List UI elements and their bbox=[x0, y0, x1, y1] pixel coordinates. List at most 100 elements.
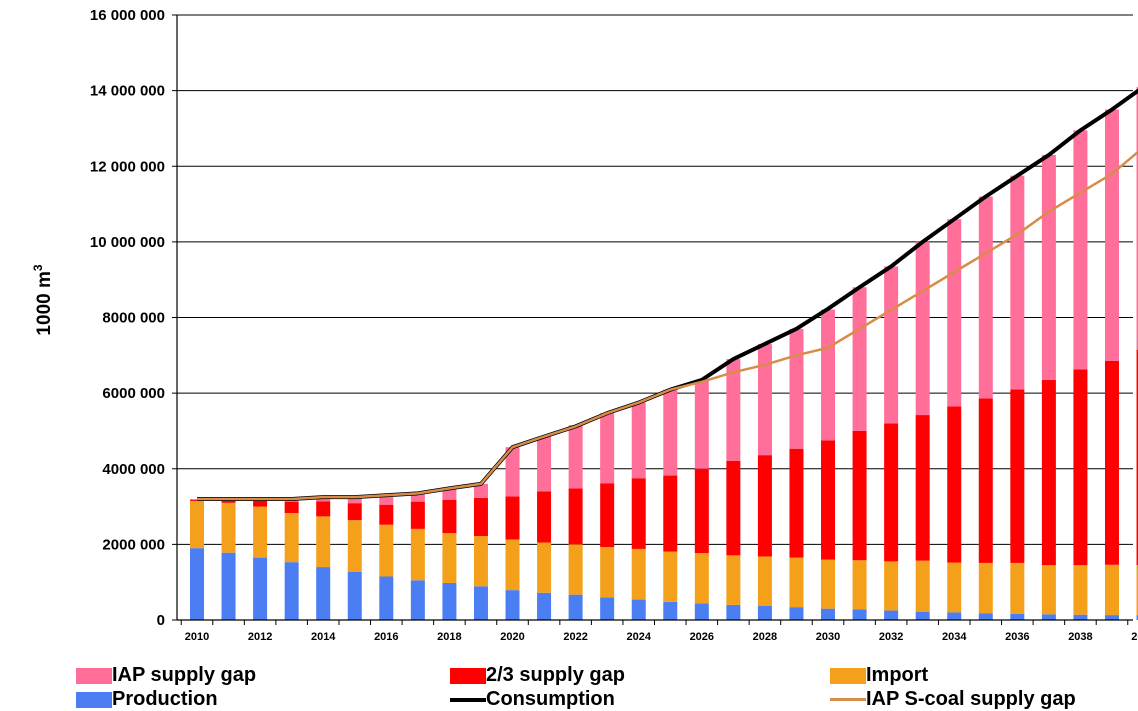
x-tick-label: 2036 bbox=[1005, 631, 1029, 643]
bar-import-2014 bbox=[316, 516, 331, 568]
bar-iap-supply-gap-2014 bbox=[316, 497, 331, 502]
bar-production-2010 bbox=[190, 548, 204, 620]
bar-2-3-supply-gap-2021 bbox=[537, 491, 552, 543]
bar-2-3-supply-gap-2018 bbox=[442, 499, 457, 534]
legend-item-iap-s-coal-supply-gap: IAP S-coal supply gap bbox=[830, 688, 1076, 711]
bar-2-3-supply-gap-2033 bbox=[915, 415, 930, 561]
bar-iap-supply-gap-2022 bbox=[568, 425, 583, 489]
bar-import-2040 bbox=[1136, 565, 1138, 616]
bar-2-3-supply-gap-2038 bbox=[1073, 369, 1088, 566]
bar-production-2038 bbox=[1073, 614, 1088, 620]
bar-production-2019 bbox=[473, 586, 488, 620]
x-tick-label: 2016 bbox=[374, 631, 398, 643]
legend-item-two-thirds-supply-gap: 2/3 supply gap bbox=[450, 664, 625, 687]
bar-iap-supply-gap-2039 bbox=[1104, 109, 1119, 361]
bar-production-2015 bbox=[347, 571, 362, 620]
bar-import-2032 bbox=[884, 561, 899, 611]
legend-line-iap-s-coal-supply-gap bbox=[830, 698, 866, 701]
bar-import-2036 bbox=[1010, 562, 1025, 614]
bar-2-3-supply-gap-2030 bbox=[821, 440, 836, 560]
bar-import-2025 bbox=[663, 551, 678, 602]
x-tick-label: 2018 bbox=[437, 631, 461, 643]
bar-production-2037 bbox=[1041, 614, 1056, 620]
x-tick-label: 2040 bbox=[1131, 631, 1138, 643]
bar-import-2028 bbox=[757, 556, 772, 607]
bar-import-2011 bbox=[221, 502, 236, 553]
line-iap-s-coal-supply-gap bbox=[197, 150, 1138, 501]
bar-2-3-supply-gap-2027 bbox=[726, 460, 741, 556]
bar-import-2021 bbox=[537, 542, 552, 593]
y-tick-label: 10 000 000 bbox=[90, 234, 165, 251]
y-tick-label: 16 000 000 bbox=[90, 7, 165, 24]
bar-production-2016 bbox=[379, 576, 394, 620]
bar-2-3-supply-gap-2012 bbox=[253, 500, 268, 507]
bar-import-2033 bbox=[915, 560, 930, 612]
bar-iap-supply-gap-2017 bbox=[410, 494, 425, 502]
legend-label-iap-s-coal-supply-gap: IAP S-coal supply gap bbox=[866, 688, 1076, 710]
legend-item-import: Import bbox=[830, 664, 928, 687]
bar-iap-supply-gap-2015 bbox=[347, 497, 362, 504]
bar-2-3-supply-gap-2016 bbox=[379, 504, 394, 525]
x-tick-labels: 2010 2012 2014 2016 2018 2020 2022 2024 2026 2028… bbox=[185, 631, 1138, 643]
y-tick-label: 8000 000 bbox=[102, 310, 165, 327]
bar-production-2036 bbox=[1010, 613, 1025, 620]
bar-iap-supply-gap-2020 bbox=[505, 447, 520, 497]
bar-2-3-supply-gap-2017 bbox=[410, 501, 425, 529]
y-axis-label: 1000 m3 bbox=[31, 264, 55, 335]
x-tick-label: 2032 bbox=[879, 631, 903, 643]
bar-production-2011 bbox=[221, 552, 236, 620]
bar-import-2038 bbox=[1073, 565, 1088, 615]
bar-2-3-supply-gap-2032 bbox=[884, 423, 899, 562]
bar-iap-supply-gap-2040 bbox=[1136, 86, 1138, 350]
legend-item-production: Production bbox=[76, 688, 218, 711]
y-tick-label: 2000 000 bbox=[102, 536, 165, 553]
bar-iap-supply-gap-2026 bbox=[694, 379, 709, 469]
bar-iap-supply-gap-2027 bbox=[726, 359, 741, 461]
bar-iap-supply-gap-2018 bbox=[442, 488, 457, 500]
x-tick-label: 2030 bbox=[816, 631, 840, 643]
bar-2-3-supply-gap-2024 bbox=[631, 478, 646, 549]
bar-iap-supply-gap-2025 bbox=[663, 389, 678, 476]
x-tick-label: 2034 bbox=[942, 631, 967, 643]
legend-label-two-thirds-supply-gap: 2/3 supply gap bbox=[486, 664, 625, 686]
bar-2-3-supply-gap-2026 bbox=[694, 468, 709, 554]
bar-production-2026 bbox=[694, 603, 709, 620]
bar-2-3-supply-gap-2019 bbox=[473, 497, 488, 537]
bar-import-2023 bbox=[600, 547, 615, 598]
legend-label-production: Production bbox=[112, 688, 218, 710]
x-tick-label: 2014 bbox=[311, 631, 336, 643]
x-tick-label: 2010 bbox=[185, 631, 209, 643]
bar-2-3-supply-gap-2039 bbox=[1104, 360, 1119, 565]
y-axis-label-superscript: 3 bbox=[31, 264, 45, 271]
legend-item-consumption: Consumption bbox=[450, 688, 615, 711]
y-tick-label: 0 bbox=[157, 612, 165, 629]
bar-import-2034 bbox=[947, 562, 962, 613]
bar-production-2025 bbox=[663, 601, 678, 620]
legend-item-iap-supply-gap: IAP supply gap bbox=[76, 664, 256, 687]
x-tick-label: 2026 bbox=[690, 631, 714, 643]
x-tick-label: 2024 bbox=[626, 631, 651, 643]
y-tick-label: 14 000 000 bbox=[90, 83, 165, 100]
bar-2-3-supply-gap-2022 bbox=[568, 488, 583, 545]
bar-import-2024 bbox=[631, 548, 646, 600]
bar-iap-supply-gap-2030 bbox=[821, 309, 836, 441]
bar-production-2031 bbox=[852, 609, 867, 620]
bar-2-3-supply-gap-2023 bbox=[600, 483, 615, 548]
bar-iap-supply-gap-2029 bbox=[789, 328, 804, 449]
legend-label-consumption: Consumption bbox=[486, 688, 615, 710]
line-series bbox=[197, 88, 1138, 501]
bar-production-2018 bbox=[442, 582, 457, 620]
bar-iap-supply-gap-2016 bbox=[379, 497, 394, 505]
bar-import-2035 bbox=[978, 562, 993, 614]
bar-production-2017 bbox=[410, 580, 425, 620]
bar-iap-supply-gap-2037 bbox=[1041, 154, 1056, 380]
bar-iap-supply-gap-2031 bbox=[852, 287, 867, 431]
bar-iap-supply-gap-2024 bbox=[631, 402, 646, 479]
bar-production-2014 bbox=[316, 567, 331, 620]
x-tick-label: 2022 bbox=[563, 631, 587, 643]
legend-line-consumption bbox=[450, 697, 486, 702]
bar-production-2012 bbox=[253, 557, 268, 620]
bar-production-2029 bbox=[789, 607, 804, 620]
bar-production-2039 bbox=[1104, 615, 1119, 620]
